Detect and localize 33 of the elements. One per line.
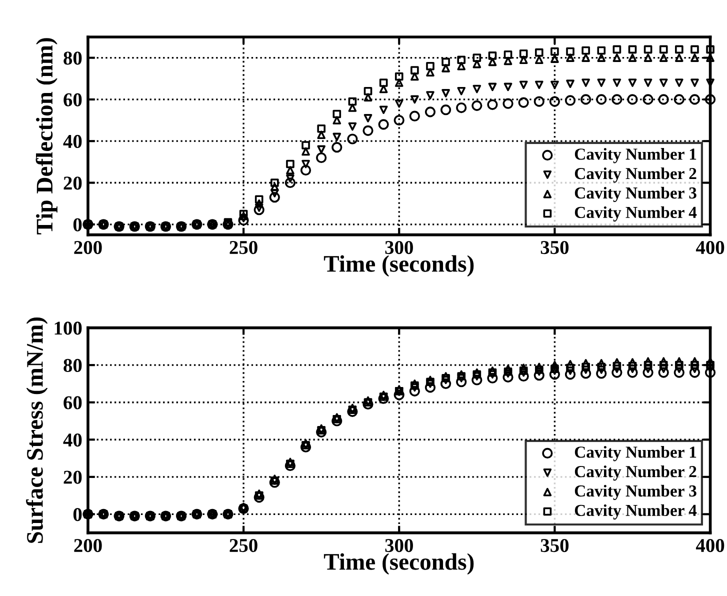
y-tick-label: 100	[54, 322, 82, 335]
x-tick-label: 250	[230, 240, 258, 254]
x-tick-label: 350	[540, 538, 569, 552]
y-tick-label: 20	[64, 176, 82, 190]
legend-label: Cavity Number 3	[574, 186, 696, 202]
y-tick-label: 0	[73, 218, 82, 232]
y-tick-label: 0	[73, 508, 82, 522]
x-tick-label: 250	[230, 538, 258, 552]
legend-label: Cavity Number 1	[574, 148, 696, 164]
legend-label: Cavity Number 1	[574, 446, 696, 462]
legend-label: Cavity Number 4	[574, 504, 697, 520]
y-axis-title: Surface Stress (mN/m)	[26, 317, 48, 543]
legend-label: Cavity Number 2	[574, 167, 696, 183]
x-axis-title: Time (seconds)	[324, 553, 474, 575]
y-tick-label: 40	[63, 433, 82, 447]
y-tick-label: 80	[64, 52, 82, 65]
x-tick-label: 350	[540, 240, 569, 254]
legend-label: Cavity Number 3	[574, 484, 696, 500]
y-axis-title: Tip Deflection (nm)	[36, 38, 58, 234]
x-tick-label: 400	[696, 240, 724, 254]
legend-label: Cavity Number 2	[574, 465, 696, 481]
y-tick-label: 60	[64, 93, 82, 106]
y-tick-label: 40	[63, 134, 82, 148]
y-tick-label: 20	[64, 470, 82, 484]
x-tick-label: 200	[74, 240, 102, 254]
x-axis-title: Time (seconds)	[324, 255, 474, 277]
x-tick-label: 200	[74, 538, 102, 552]
y-tick-label: 80	[64, 358, 82, 372]
legend-label: Cavity Number 4	[574, 206, 697, 222]
y-tick-label: 60	[64, 396, 82, 410]
x-tick-label: 400	[696, 538, 724, 552]
x-tick-label: 300	[385, 240, 413, 254]
x-tick-label: 300	[385, 538, 413, 552]
